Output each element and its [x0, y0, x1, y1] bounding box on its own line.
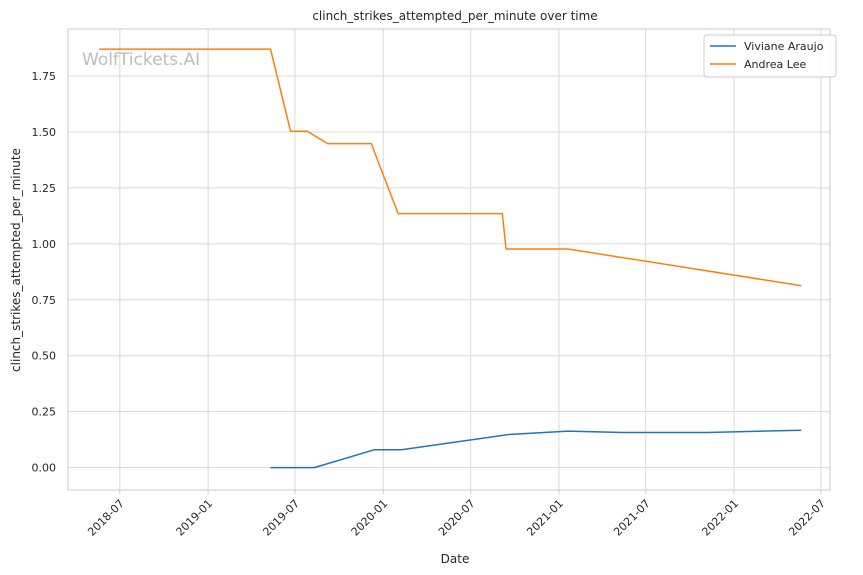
x-tick-label: 2021-01: [524, 497, 566, 539]
x-axis-ticks: 2018-07 2019-01 2019-07 2020-01 2020-07 2021-…: [85, 490, 828, 539]
series-line-2: [99, 48, 802, 287]
x-tick-label: 2022-07: [786, 497, 828, 539]
y-tick-label: 0.00: [32, 462, 57, 475]
x-tick-label: 2019-07: [260, 497, 302, 539]
y-tick-label: 1.00: [32, 238, 57, 251]
plot-frame: [67, 28, 831, 491]
legend-box: [703, 34, 837, 78]
x-tick-label: 2018-07: [85, 497, 127, 539]
y-tick-label: 1.75: [32, 70, 57, 83]
plot-background: [68, 29, 830, 490]
x-tick-label: 2022-01: [699, 497, 741, 539]
chart-title: clinch_strikes_attempted_per_minute over…: [312, 9, 597, 23]
watermark: WolfTickets.AI: [82, 50, 200, 70]
y-axis-ticks: 0.00 0.25 0.50 0.75 1.00 1.25 1.50 1.75: [32, 70, 57, 475]
x-axis-label: Date: [441, 552, 470, 566]
x-tick-label: 2020-07: [436, 497, 478, 539]
legend: Viviane Araujo Andrea Lee: [703, 34, 837, 78]
x-tick-label: 2020-01: [349, 497, 391, 539]
series-line-1: [270, 429, 802, 469]
y-tick-label: 0.25: [32, 406, 57, 419]
y-tick-label: 1.50: [32, 126, 57, 139]
legend-label: Viviane Araujo: [744, 40, 824, 53]
y-tick-label: 0.75: [32, 294, 57, 307]
x-tick-label: 2021-07: [611, 497, 653, 539]
y-tick-label: 1.25: [32, 182, 57, 195]
series-lines: [99, 48, 802, 469]
y-tick-label: 0.50: [32, 350, 57, 363]
y-axis-label: clinch_strikes_attempted_per_minute: [9, 148, 23, 372]
legend-label: Andrea Lee: [744, 58, 806, 71]
x-tick-label: 2019-01: [174, 497, 216, 539]
grid: [68, 29, 830, 490]
